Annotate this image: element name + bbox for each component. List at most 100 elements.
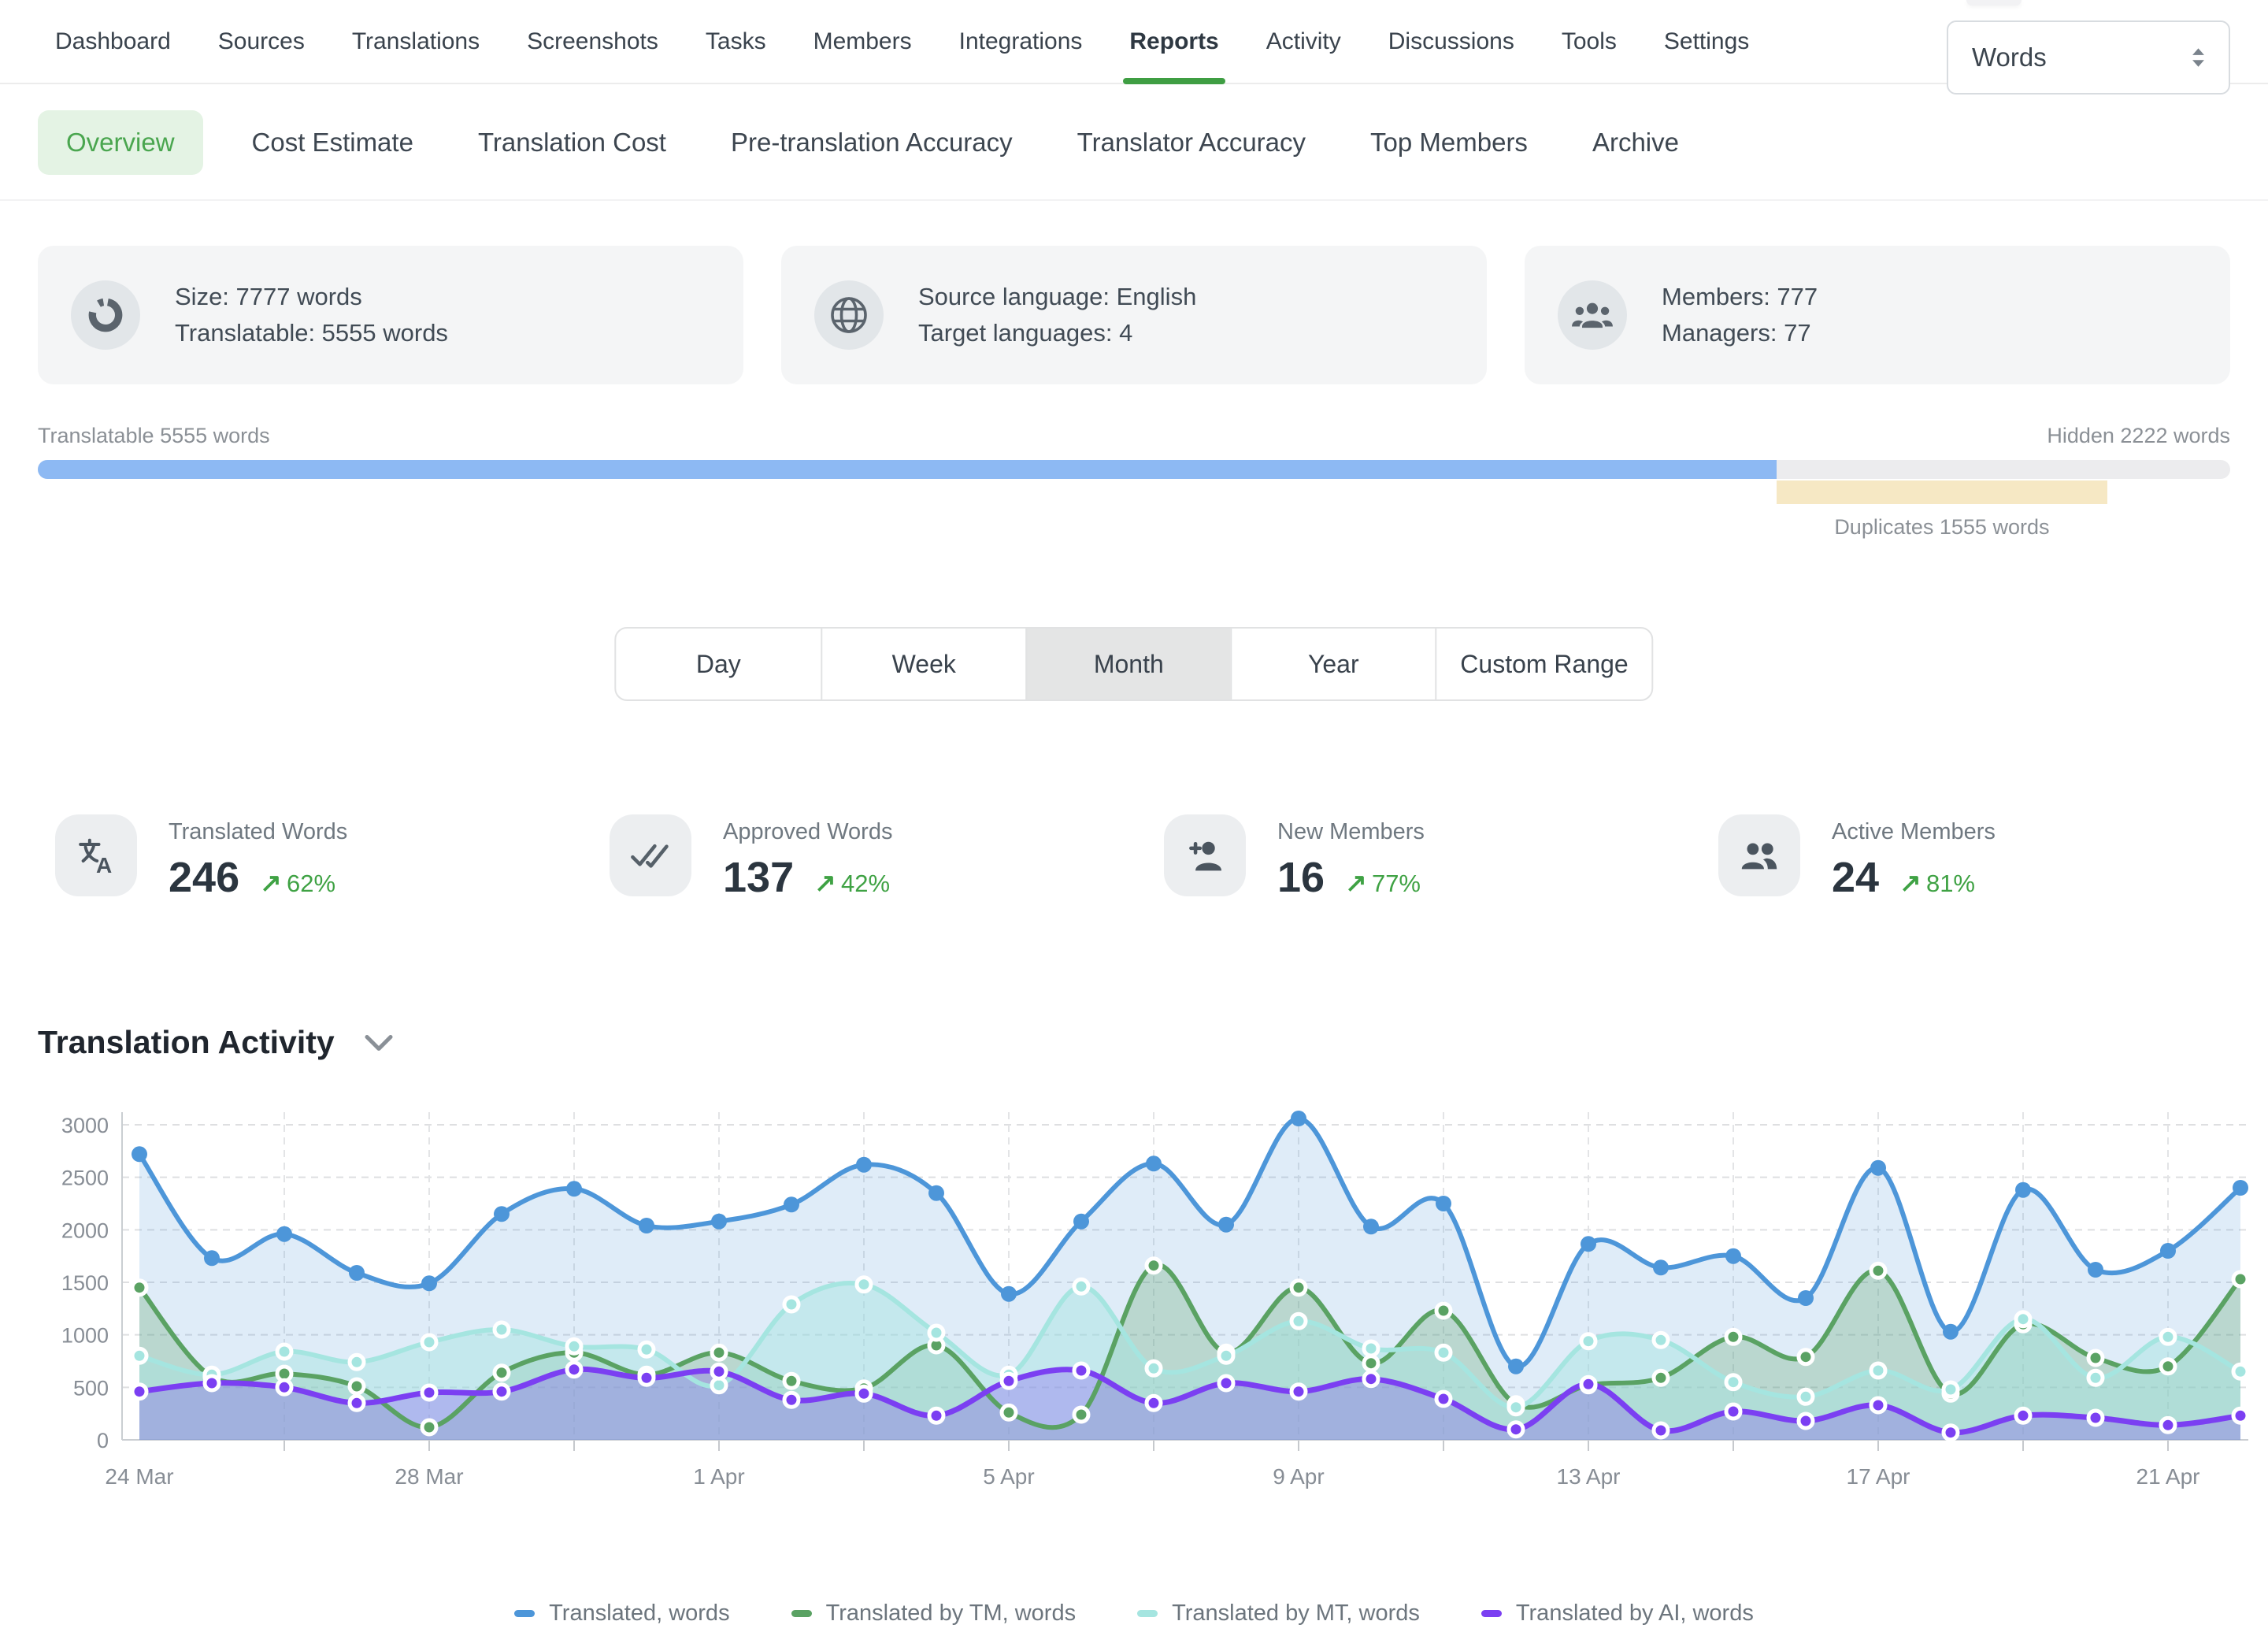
chart-header: Translation Activity bbox=[38, 1024, 393, 1061]
svg-text:5 Apr: 5 Apr bbox=[983, 1464, 1034, 1489]
nav-item-discussions[interactable]: Discussions bbox=[1385, 0, 1518, 83]
nav-item-dashboard[interactable]: Dashboard bbox=[52, 0, 174, 83]
subnav-item-cost-estimate[interactable]: Cost Estimate bbox=[252, 128, 413, 158]
legend-label: Translated by AI, words bbox=[1516, 1601, 1754, 1627]
stat-value: 137 bbox=[723, 853, 794, 902]
svg-text:2500: 2500 bbox=[61, 1167, 109, 1190]
stat-label: New Members bbox=[1277, 819, 1425, 845]
period-tab-week[interactable]: Week bbox=[821, 629, 1025, 699]
nav-item-sources[interactable]: Sources bbox=[215, 0, 308, 83]
svg-text:500: 500 bbox=[73, 1376, 109, 1400]
duplicates-label: Duplicates 1555 words bbox=[1834, 515, 2049, 540]
translatable-label: Translatable 5555 words bbox=[38, 424, 270, 448]
svg-text:9 Apr: 9 Apr bbox=[1273, 1464, 1324, 1489]
translatable-progress-fill bbox=[38, 460, 1777, 479]
svg-text:3000: 3000 bbox=[61, 1114, 109, 1137]
summary-card: Source language: EnglishTarget languages… bbox=[781, 246, 1487, 384]
trend-up-icon: ↗ bbox=[814, 868, 836, 897]
svg-text:1 Apr: 1 Apr bbox=[693, 1464, 744, 1489]
legend-label: Translated by TM, words bbox=[826, 1601, 1077, 1627]
card-text: Members: 777Managers: 77 bbox=[1662, 279, 1818, 351]
svg-text:17 Apr: 17 Apr bbox=[1847, 1464, 1910, 1489]
globe-icon bbox=[814, 280, 884, 350]
nav-item-tasks[interactable]: Tasks bbox=[702, 0, 769, 83]
period-tab-custom-range[interactable]: Custom Range bbox=[1435, 629, 1651, 699]
translation-activity-chart: 05001000150020002500300024 Mar28 Mar1 Ap… bbox=[0, 1095, 2268, 1536]
summary-card: Members: 777Managers: 77 bbox=[1525, 246, 2230, 384]
legend-marker bbox=[514, 1610, 535, 1617]
stat-label: Translated Words bbox=[169, 819, 347, 845]
legend-item[interactable]: Translated by AI, words bbox=[1481, 1601, 1754, 1627]
period-tabs: DayWeekMonthYearCustom Range bbox=[614, 627, 1653, 701]
stat-delta: ↗ 42% bbox=[814, 867, 890, 898]
sorter-icon bbox=[2192, 48, 2205, 67]
stat-delta: ↗ 62% bbox=[260, 867, 335, 898]
legend-item[interactable]: Translated, words bbox=[514, 1601, 729, 1627]
stat-value: 24 bbox=[1832, 853, 1879, 902]
legend-marker bbox=[791, 1610, 812, 1617]
donut-icon bbox=[71, 280, 140, 350]
trend-up-icon: ↗ bbox=[1899, 868, 1922, 897]
card-text: Size: 7777 wordsTranslatable: 5555 words bbox=[175, 279, 448, 351]
svg-text:21 Apr: 21 Apr bbox=[2136, 1464, 2200, 1489]
legend-item[interactable]: Translated by TM, words bbox=[791, 1601, 1077, 1627]
duplicates-segment bbox=[1777, 480, 2107, 504]
top-navigation: Dashboard Sources Translations Screenshots T… bbox=[0, 0, 2268, 84]
card-text: Source language: EnglishTarget languages… bbox=[918, 279, 1196, 351]
legend-item[interactable]: Translated by MT, words bbox=[1137, 1601, 1420, 1627]
stat-card-new-members: New Members 16 ↗ 77% bbox=[1164, 814, 1718, 902]
stat-delta: ↗ 77% bbox=[1345, 867, 1421, 898]
nav-item-reports[interactable]: Reports bbox=[1126, 0, 1221, 83]
stat-label: Approved Words bbox=[723, 819, 892, 845]
svg-text:1500: 1500 bbox=[61, 1271, 109, 1295]
nav-item-screenshots[interactable]: Screenshots bbox=[524, 0, 662, 83]
summary-card: Size: 7777 wordsTranslatable: 5555 words bbox=[38, 246, 743, 384]
legend-marker bbox=[1137, 1610, 1158, 1617]
unit-select[interactable]: Words bbox=[1947, 20, 2230, 95]
subnav-item-translator-accuracy[interactable]: Translator Accuracy bbox=[1077, 128, 1306, 158]
stat-card-translated-words: A Translated Words 246 ↗ 62% bbox=[55, 814, 610, 902]
nav-item-tools[interactable]: Tools bbox=[1558, 0, 1620, 83]
legend-label: Translated, words bbox=[549, 1601, 729, 1627]
people-icon bbox=[1718, 814, 1800, 896]
progress-track bbox=[38, 460, 2230, 479]
svg-text:2000: 2000 bbox=[61, 1219, 109, 1242]
unit-select-value: Words bbox=[1972, 43, 2047, 72]
nav-item-integrations[interactable]: Integrations bbox=[956, 0, 1086, 83]
members-icon bbox=[1558, 280, 1627, 350]
subnav-item-top-members[interactable]: Top Members bbox=[1370, 128, 1528, 158]
legend-label: Translated by MT, words bbox=[1172, 1601, 1420, 1627]
period-tab-month[interactable]: Month bbox=[1025, 629, 1230, 699]
svg-text:0: 0 bbox=[97, 1429, 109, 1452]
subnav-item-overview[interactable]: Overview bbox=[38, 110, 203, 175]
translate-icon: A bbox=[55, 814, 137, 896]
stat-value: 16 bbox=[1277, 853, 1325, 902]
period-tab-day[interactable]: Day bbox=[616, 629, 821, 699]
nav-item-settings[interactable]: Settings bbox=[1661, 0, 1752, 83]
chevron-down-icon[interactable] bbox=[365, 1034, 393, 1052]
reports-subnav: Overview Cost Estimate Translation Cost Pre… bbox=[0, 86, 2268, 201]
stat-card-active-members: Active Members 24 ↗ 81% bbox=[1718, 814, 2268, 902]
period-tab-year[interactable]: Year bbox=[1230, 629, 1435, 699]
legend-marker bbox=[1481, 1610, 1502, 1617]
words-progress-bar: Duplicates 1555 words bbox=[38, 460, 2230, 479]
subnav-item-translation-cost[interactable]: Translation Cost bbox=[478, 128, 666, 158]
subnav-item-archive[interactable]: Archive bbox=[1592, 128, 1679, 158]
stat-delta: ↗ 81% bbox=[1899, 867, 1975, 898]
stat-label: Active Members bbox=[1832, 819, 1996, 845]
kpi-stats: A Translated Words 246 ↗ 62% Approved Words 1… bbox=[55, 814, 2268, 902]
subnav-item-pre-translation-accuracy[interactable]: Pre-translation Accuracy bbox=[731, 128, 1013, 158]
stat-card-approved-words: Approved Words 137 ↗ 42% bbox=[610, 814, 1164, 902]
nav-item-activity[interactable]: Activity bbox=[1263, 0, 1344, 83]
person-add-icon bbox=[1164, 814, 1246, 896]
summary-cards: Size: 7777 wordsTranslatable: 5555 words… bbox=[38, 246, 2230, 384]
stat-value: 246 bbox=[169, 853, 239, 902]
svg-text:24 Mar: 24 Mar bbox=[105, 1464, 173, 1489]
svg-text:A: A bbox=[96, 853, 112, 877]
double-check-icon bbox=[610, 814, 691, 896]
chart-title: Translation Activity bbox=[38, 1024, 335, 1061]
nav-item-members[interactable]: Members bbox=[810, 0, 915, 83]
nav-item-translations[interactable]: Translations bbox=[349, 0, 483, 83]
hidden-label: Hidden 2222 words bbox=[2047, 424, 2230, 448]
trend-up-icon: ↗ bbox=[260, 868, 282, 897]
